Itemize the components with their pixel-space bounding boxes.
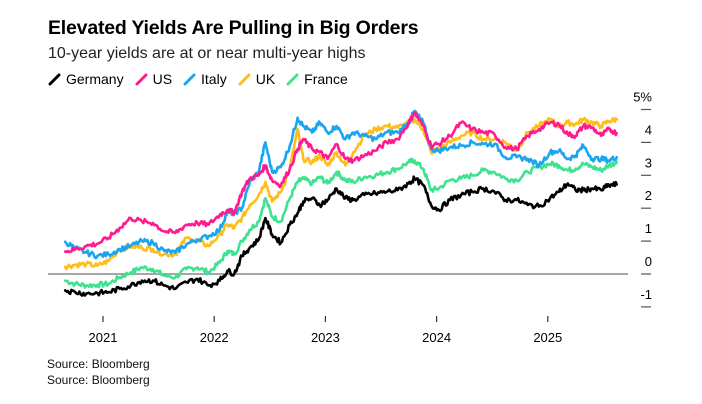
x-tick-label: 2024 bbox=[422, 330, 451, 345]
y-tick-label: 0 bbox=[645, 254, 652, 269]
legend-swatch-france-icon bbox=[286, 73, 299, 85]
series-line-uk bbox=[63, 116, 618, 271]
chart-subtitle: 10-year yields are at or near multi-year… bbox=[48, 45, 366, 62]
y-tick-label: -1 bbox=[640, 287, 652, 302]
legend-label-us: US bbox=[152, 71, 173, 87]
legend-swatch-us-icon bbox=[135, 73, 148, 85]
legend-swatch-germany-icon bbox=[48, 73, 61, 85]
series-line-france bbox=[63, 157, 618, 289]
legend-item-us: US bbox=[135, 71, 172, 87]
y-tick-label: 1 bbox=[645, 221, 652, 236]
legend-label-france: France bbox=[304, 71, 348, 87]
legend-swatch-italy-icon bbox=[183, 73, 196, 85]
y-tick-label: 5% bbox=[633, 90, 652, 105]
legend-item-germany: Germany bbox=[48, 71, 124, 87]
series-line-us bbox=[63, 111, 618, 254]
x-tick-label: 2025 bbox=[533, 330, 562, 345]
source-note: Source: Bloomberg bbox=[47, 357, 150, 371]
legend-label-germany: Germany bbox=[66, 71, 124, 87]
legend-swatch-uk-icon bbox=[238, 73, 251, 85]
series-line-italy bbox=[63, 109, 618, 260]
legend-item-uk: UK bbox=[238, 71, 275, 87]
x-tick-label: 2023 bbox=[311, 330, 340, 345]
legend: Germany US Italy UK France bbox=[48, 71, 359, 87]
legend-label-uk: UK bbox=[255, 71, 276, 87]
x-tick-label: 2021 bbox=[89, 330, 118, 345]
legend-item-france: France bbox=[286, 71, 348, 87]
legend-label-italy: Italy bbox=[201, 71, 227, 87]
x-tick-label: 2022 bbox=[200, 330, 229, 345]
y-tick-label: 4 bbox=[645, 122, 652, 137]
source-note-duplicate: Source: Bloomberg bbox=[47, 373, 150, 387]
series-line-germany bbox=[63, 175, 618, 297]
legend-item-italy: Italy bbox=[183, 71, 227, 87]
y-tick-label: 2 bbox=[645, 188, 652, 203]
chart-title: Elevated Yields Are Pulling in Big Order… bbox=[48, 17, 419, 39]
y-tick-label: 3 bbox=[645, 155, 652, 170]
